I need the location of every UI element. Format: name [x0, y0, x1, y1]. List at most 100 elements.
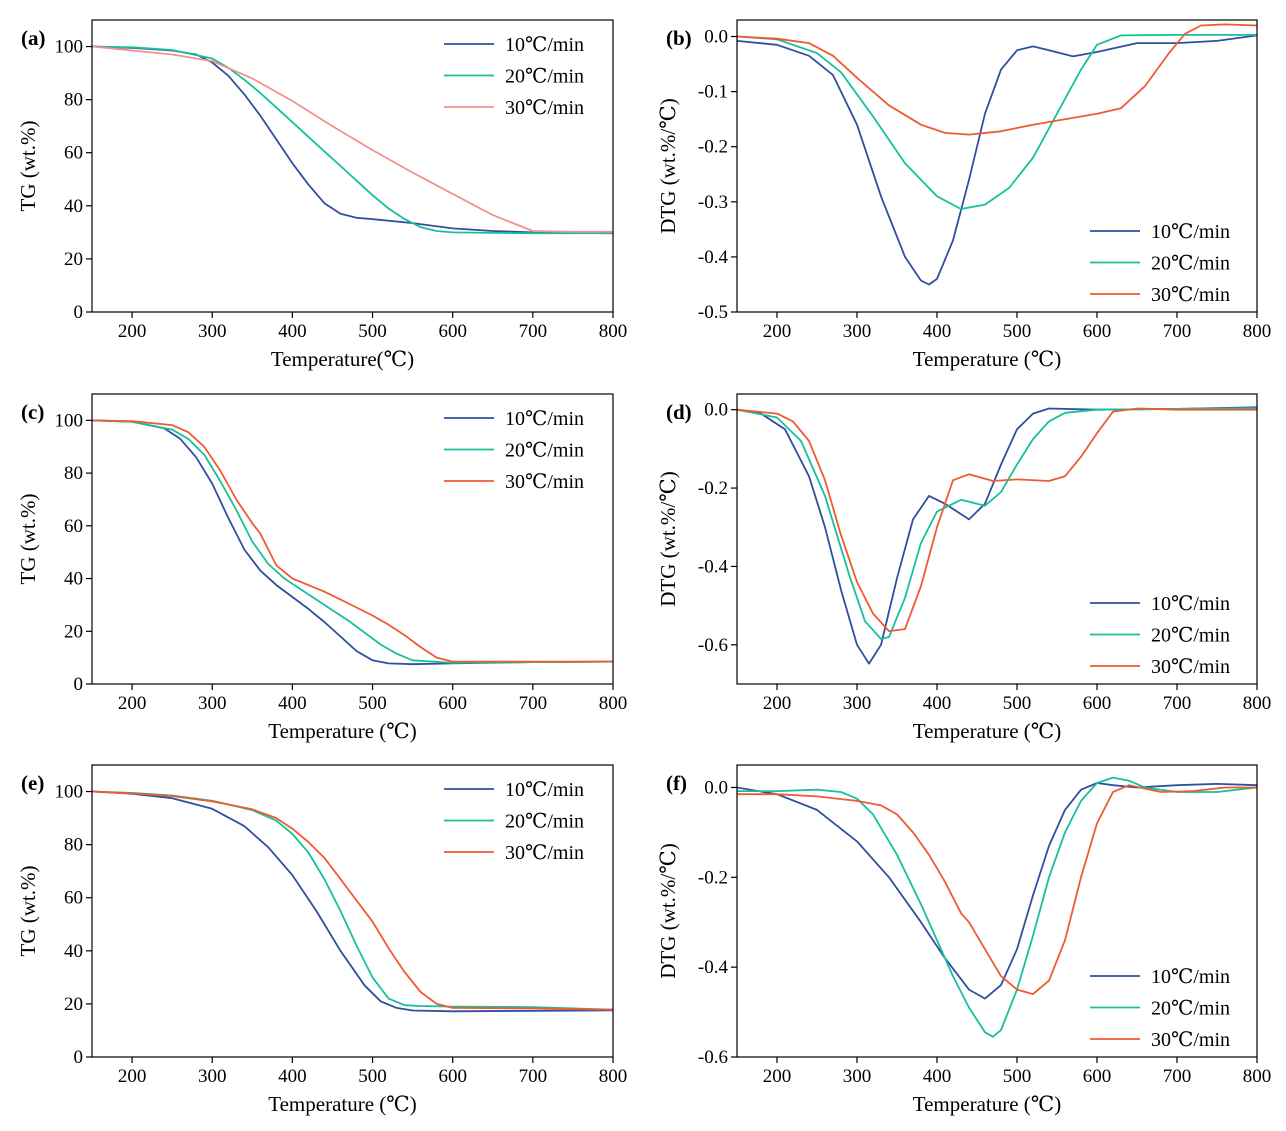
legend-label: 20℃/min [505, 440, 584, 462]
plot-frame [91, 393, 614, 685]
legend-label: 10℃/min [505, 779, 584, 801]
series-line-d-3 [737, 407, 1257, 632]
panel-label: (c) [21, 400, 44, 424]
legend-label: 20℃/min [1151, 625, 1230, 647]
panel-b: 200 300 400 500 600 700 800 -0.5 -0.4 -0.3 -0.2 -0.… [656, 19, 1272, 371]
x-tick-label: 200 [763, 693, 792, 714]
legend-label: 20℃/min [1151, 998, 1230, 1020]
plot-frame [91, 764, 614, 1058]
x-axis-title: Temperature (℃) [913, 719, 1062, 743]
legend-label: 30℃/min [1151, 1029, 1230, 1051]
series-line-e-3 [92, 790, 613, 1011]
x-tick-label: 300 [843, 321, 872, 342]
y-tick-label: 60 [64, 143, 83, 164]
x-tick-label: 400 [923, 321, 952, 342]
plot-frame [91, 19, 614, 313]
x-tick-label: 400 [923, 1066, 952, 1087]
x-tick-label: 800 [599, 1066, 628, 1087]
series-line-d-1 [737, 406, 1257, 665]
y-tick-label: -0.3 [698, 192, 728, 213]
y-axis-title: TG (wt.%) [16, 121, 40, 212]
x-tick-label: 700 [1163, 1066, 1192, 1087]
y-tick-label: 100 [55, 37, 84, 58]
y-tick-label: 40 [64, 569, 83, 590]
x-tick-label: 800 [599, 321, 628, 342]
x-tick-label: 700 [519, 693, 548, 714]
y-tick-label: 40 [64, 196, 83, 217]
y-tick-label: -0.4 [698, 556, 729, 577]
panel-c: 200 300 400 500 600 700 800 0 20 40 60 80 100 Tempera… [16, 393, 628, 743]
y-tick-label: 0.0 [704, 777, 728, 798]
y-tick-label: 80 [64, 835, 83, 856]
legend-label: 30℃/min [505, 842, 584, 864]
legend-label: 30℃/min [1151, 656, 1230, 678]
y-axis-title: DTG (wt.%/℃) [656, 471, 680, 606]
series-line-e-1 [92, 790, 613, 1013]
series-line-b-3 [737, 23, 1257, 136]
panel-label: (a) [21, 26, 46, 50]
y-tick-label: -0.4 [698, 247, 729, 268]
x-tick-label: 200 [763, 321, 792, 342]
y-tick-label: -0.2 [698, 867, 728, 888]
x-tick-label: 200 [118, 1066, 147, 1087]
x-tick-label: 600 [1083, 321, 1112, 342]
series-line-b-2 [737, 34, 1257, 210]
panel-a: 200 300 400 500 600 700 800 0 20 40 60 80 100 Tempera… [16, 19, 628, 371]
legend-label: 30℃/min [1151, 284, 1230, 306]
plot-frame [736, 764, 1258, 1058]
legend-label: 20℃/min [505, 66, 584, 88]
y-tick-label: 40 [64, 941, 83, 962]
legend-label: 10℃/min [1151, 593, 1230, 615]
y-tick-label: -0.6 [698, 635, 728, 656]
x-tick-label: 200 [763, 1066, 792, 1087]
series-line-f-1 [737, 782, 1257, 1000]
x-axis-title: Temperature (℃) [913, 347, 1062, 371]
x-axis-title: Temperature (℃) [268, 719, 417, 743]
plot-frame [736, 393, 1258, 685]
series-line-f-3 [737, 784, 1257, 995]
y-tick-label: 0 [74, 1047, 84, 1068]
y-tick-label: 60 [64, 516, 83, 537]
panel-label: (d) [666, 400, 692, 424]
x-tick-label: 400 [923, 693, 952, 714]
x-tick-label: 800 [1243, 321, 1272, 342]
x-tick-label: 500 [1003, 1066, 1032, 1087]
panel-label: (f) [666, 771, 687, 795]
y-tick-label: 80 [64, 463, 83, 484]
series-line-c-3 [92, 419, 613, 663]
x-tick-label: 600 [438, 1066, 467, 1087]
x-tick-label: 800 [1243, 1066, 1272, 1087]
y-axis-title: DTG (wt.%/℃) [656, 98, 680, 233]
x-tick-label: 800 [599, 693, 628, 714]
series-line-c-2 [92, 419, 613, 664]
panel-label: (e) [21, 771, 44, 795]
series-line-a-2 [92, 45, 613, 235]
x-tick-label: 500 [358, 321, 387, 342]
x-axis-title: Temperature (℃) [268, 1092, 417, 1116]
legend-label: 20℃/min [1151, 253, 1230, 275]
x-tick-label: 400 [278, 1066, 307, 1087]
x-tick-label: 500 [358, 1066, 387, 1087]
y-axis-title: DTG (wt.%/℃) [656, 843, 680, 978]
y-axis-title: TG (wt.%) [16, 494, 40, 585]
series-line-a-3 [92, 45, 613, 233]
x-tick-label: 500 [358, 693, 387, 714]
y-tick-label: 80 [64, 90, 83, 111]
y-tick-label: 20 [64, 249, 83, 270]
legend-label: 30℃/min [505, 97, 584, 119]
x-tick-label: 700 [519, 1066, 548, 1087]
x-tick-label: 500 [1003, 321, 1032, 342]
y-tick-label: 0 [74, 302, 84, 323]
x-tick-label: 400 [278, 693, 307, 714]
y-tick-label: -0.2 [698, 137, 728, 158]
plot-frame [736, 19, 1258, 313]
x-tick-label: 600 [1083, 1066, 1112, 1087]
legend-label: 30℃/min [505, 471, 584, 493]
series-line-c-1 [92, 419, 613, 666]
legend-label: 20℃/min [505, 811, 584, 833]
y-tick-label: 20 [64, 621, 83, 642]
x-tick-label: 300 [843, 1066, 872, 1087]
panel-e: 200 300 400 500 600 700 800 0 20 40 60 80 100 Tempera… [16, 764, 628, 1116]
x-tick-label: 700 [519, 321, 548, 342]
